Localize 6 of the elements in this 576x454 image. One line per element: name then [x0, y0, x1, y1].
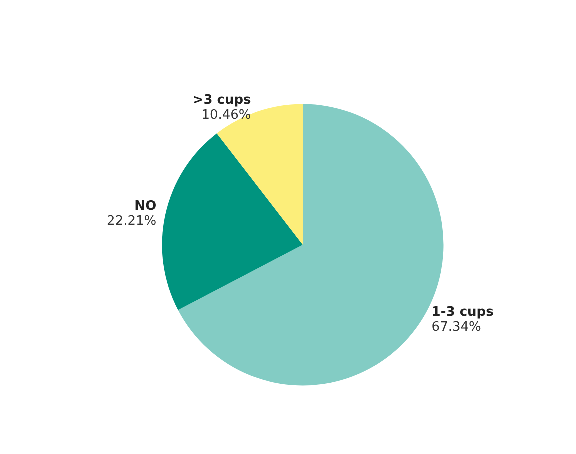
data-label: 22.21%: [107, 214, 157, 229]
slice-label: >3 cups: [192, 93, 252, 108]
data-label: 67.34%: [432, 320, 482, 335]
data-label: 10.46%: [202, 108, 252, 124]
slice-label: NO: [134, 198, 157, 214]
slice-label: 1-3 cups: [432, 304, 494, 320]
